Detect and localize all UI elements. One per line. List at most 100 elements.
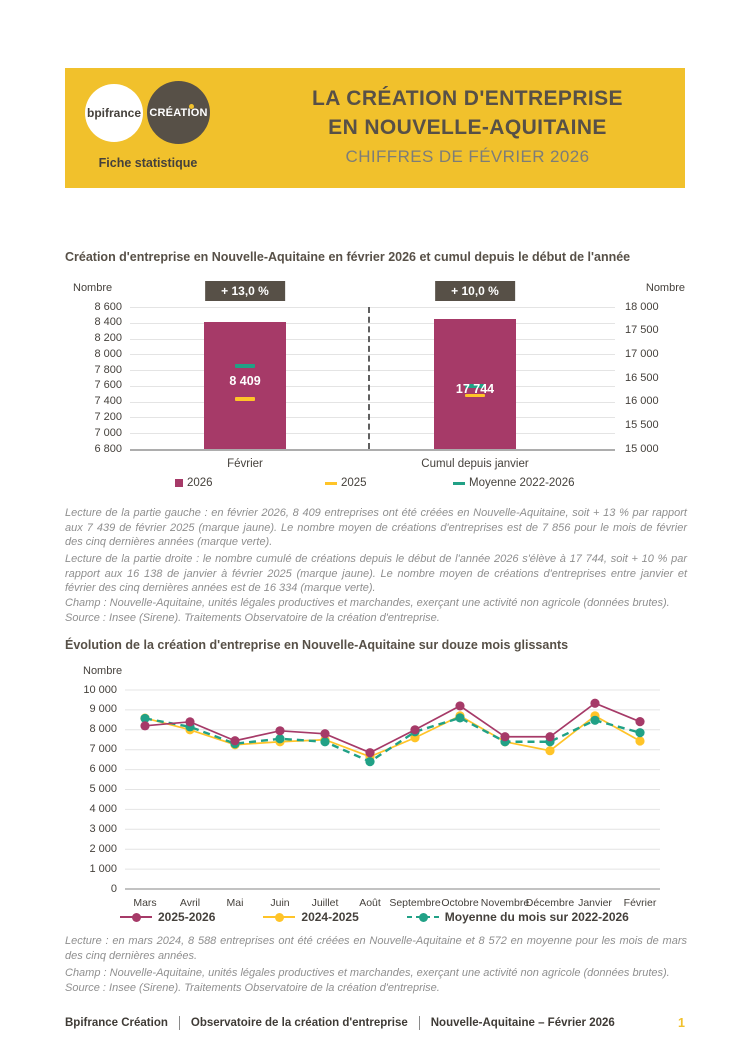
- left-axis-tick: 7 600: [94, 379, 122, 392]
- bar-chart-title: Création d'entreprise en Nouvelle-Aquita…: [65, 250, 631, 264]
- data-point: [545, 746, 555, 756]
- month-label-Juillet: Juillet: [311, 897, 339, 909]
- right-axis-tick: 16 000: [625, 395, 659, 408]
- legend-swatch-2026: [175, 479, 183, 487]
- growth-badge: + 13,0 %: [205, 281, 285, 301]
- data-point: [635, 736, 645, 746]
- left-axis-tick: 8 000: [94, 347, 122, 360]
- right-axis-tick: 15 500: [625, 418, 659, 431]
- page-title-line1: LA CRÉATION D'ENTREPRISE: [312, 87, 623, 110]
- source-text-2: Source : Insee (Sirene). Traitements Obs…: [65, 982, 440, 994]
- month-label-Août: Août: [359, 897, 381, 909]
- month-label-Mai: Mai: [226, 897, 244, 909]
- month-label-Mars: Mars: [133, 897, 157, 909]
- gridline: [130, 354, 615, 356]
- y-axis-tick: 9 000: [89, 703, 117, 716]
- left-axis-tick: 7 400: [94, 395, 122, 408]
- line-axis-caption: Nombre: [83, 665, 123, 677]
- legend-label-moyenne: Moyenne 2022-2026: [469, 477, 575, 489]
- right-axis-caption: Nombre: [645, 282, 685, 294]
- data-point: [320, 729, 330, 739]
- bar-value-label: 8 409: [229, 374, 261, 389]
- legend-item-2026: 2026: [175, 477, 325, 489]
- bar-chart-legend: 2026 2025 Moyenne 2022-2026: [175, 477, 575, 489]
- mark-2025: [465, 393, 485, 398]
- month-label-Octobre: Octobre: [441, 897, 479, 909]
- champ-text-1: Champ : Nouvelle-Aquitaine, unités légal…: [65, 597, 670, 609]
- data-point: [635, 728, 645, 738]
- gridline: [130, 338, 615, 340]
- header-titles: LA CRÉATION D'ENTREPRISE EN NOUVELLE-AQU…: [260, 84, 675, 167]
- footer: Bpifrance Création Observatoire de la cr…: [65, 1016, 685, 1030]
- month-label-Janvier: Janvier: [578, 897, 612, 909]
- y-axis-tick: 10 000: [83, 683, 117, 696]
- data-point: [590, 698, 600, 708]
- data-point: [590, 715, 600, 725]
- month-label-Juin: Juin: [270, 897, 290, 909]
- left-axis-tick: 8 200: [94, 332, 122, 345]
- gridline: [130, 322, 615, 324]
- y-axis-tick: 8 000: [89, 723, 117, 736]
- month-label-Avril: Avril: [179, 897, 201, 909]
- legend-dot-2025-2026: [132, 912, 141, 922]
- legend-item-2025-2026: 2025-2026: [120, 910, 215, 924]
- right-axis-tick: 15 000: [625, 442, 659, 455]
- data-point: [545, 732, 555, 742]
- gridline: [130, 307, 615, 308]
- bar-value-label: 17 744: [455, 382, 495, 397]
- legend-label-2026: 2026: [187, 477, 213, 489]
- line-chart-legend: 2025-2026 2024-2025 Moyenne du mois sur …: [120, 910, 629, 924]
- page-subtitle: CHIFFRES DE FÉVRIER 2026: [345, 146, 590, 166]
- y-axis-tick: 3 000: [89, 822, 117, 835]
- data-point: [140, 713, 150, 724]
- lecture-right-text: Lecture de la partie droite : le nombre …: [65, 553, 687, 595]
- legend-label-2025-2026: 2025-2026: [158, 910, 216, 924]
- legend-swatch-moyenne: [453, 481, 465, 485]
- y-axis-tick: 7 000: [89, 743, 117, 756]
- gridline: [130, 433, 615, 435]
- legend-line-2024-2025: [263, 912, 296, 922]
- x-axis-label: Cumul depuis janvier: [421, 458, 529, 470]
- lecture-left-text: Lecture de la partie gauche : en février…: [65, 507, 687, 549]
- right-axis-tick: 18 000: [625, 300, 659, 313]
- legend-item-2024-2025: 2024-2025: [263, 910, 359, 924]
- x-axis-label: Février: [227, 458, 263, 470]
- line-chart-canvas: 10 000 9 000 8 000 7 000 6 000 5 000 4 000 3 00…: [65, 638, 685, 933]
- data-point: [365, 748, 375, 758]
- data-point: [455, 701, 465, 711]
- footer-separator: [178, 1016, 180, 1030]
- growth-badge: + 10,0 %: [435, 281, 515, 301]
- month-label-Décembre: Décembre: [525, 897, 575, 909]
- mark-moyenne: [235, 364, 255, 368]
- footer-observatoire: Observatoire de la création d'entreprise: [190, 1017, 408, 1029]
- line-chart-section: Évolution de la création d'entreprise en…: [65, 638, 685, 933]
- y-axis-tick: 1 000: [89, 862, 117, 875]
- bar-Cumul depuis janvier: [434, 319, 516, 449]
- y-axis-tick: 2 000: [89, 842, 117, 855]
- legend-line-moyenne-mois: [406, 912, 439, 922]
- month-label-Février: Février: [623, 897, 657, 909]
- legend-item-moyenne-mois: Moyenne du mois sur 2022-2026: [406, 910, 629, 924]
- gridline: [130, 417, 615, 419]
- series-line-2024-2025: [144, 714, 641, 758]
- legend-label-2025: 2025: [341, 477, 367, 489]
- data-point: [185, 717, 195, 727]
- line-chart-svg: [125, 689, 660, 890]
- left-axis-tick: 7 800: [94, 363, 122, 376]
- left-axis-caption: Nombre: [73, 282, 113, 294]
- bar-chart-canvas: 8 600 8 400 8 200 8 000 7 800 7 600 7 400 7 200…: [65, 250, 685, 505]
- data-point: [365, 757, 375, 767]
- right-axis-tick: 17 500: [625, 324, 659, 337]
- creation-logo: CRÉATION: [147, 81, 210, 144]
- y-axis-tick: 6 000: [89, 763, 117, 776]
- left-axis-tick: 6 800: [94, 442, 122, 455]
- creation-logo-dot: [189, 104, 194, 109]
- y-axis-tick: 4 000: [89, 802, 117, 815]
- mark-2025: [235, 397, 255, 401]
- y-axis-tick: 0: [110, 882, 117, 895]
- legend-label-2024-2025: 2024-2025: [301, 910, 359, 924]
- gridline: [130, 385, 615, 387]
- data-point: [320, 737, 330, 747]
- gridline: [130, 370, 615, 372]
